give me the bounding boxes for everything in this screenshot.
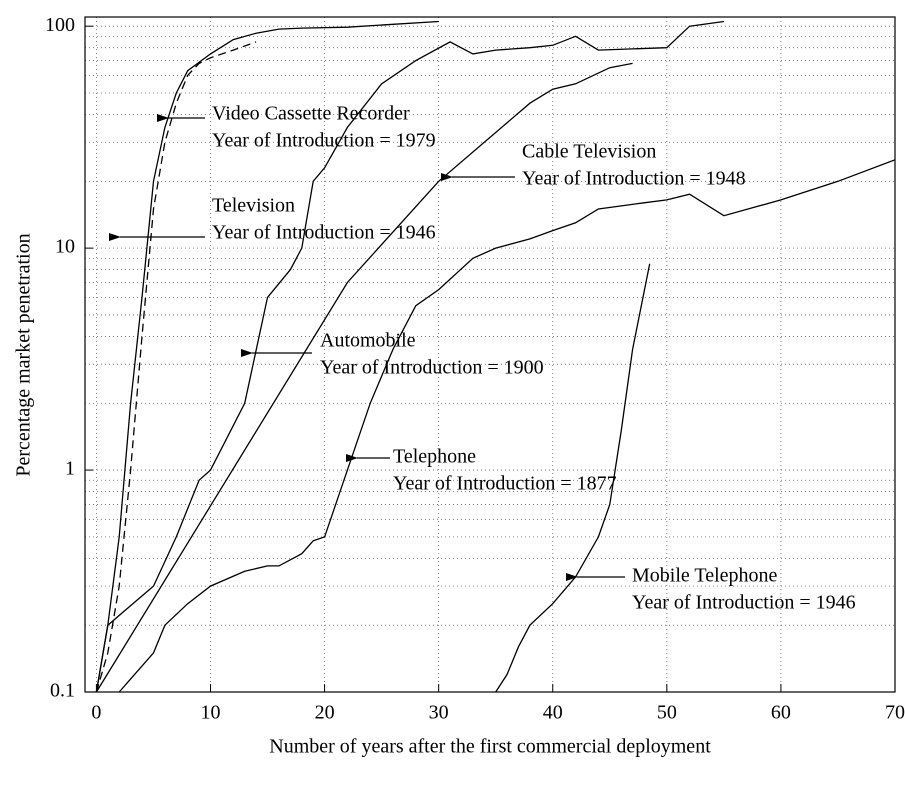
x-tick-label: 20 — [315, 702, 335, 724]
series-line — [95, 41, 257, 693]
x-tick-label: 50 — [657, 702, 677, 724]
x-tick-label: 40 — [543, 702, 563, 724]
y-tick-label: 0.1 — [50, 680, 75, 702]
x-tick-label: 10 — [200, 702, 220, 724]
x-tick-label: 60 — [771, 702, 791, 724]
series-line — [95, 62, 633, 693]
series-line — [95, 20, 439, 693]
y-tick-label: 100 — [45, 14, 75, 36]
x-tick-label: 70 — [885, 702, 905, 724]
annotation-name: Mobile Telephone — [632, 565, 778, 587]
annotation-name: Cable Television — [522, 141, 656, 163]
series-line — [118, 159, 896, 693]
annotation-name: Telephone — [393, 446, 476, 468]
y-tick-label: 10 — [55, 236, 75, 258]
annotation-detail: Year of Introduction = 1877 — [393, 473, 617, 495]
annotation-name: Automobile — [320, 330, 416, 352]
y-tick-label: 1 — [65, 458, 75, 480]
annotation-detail: Year of Introduction = 1946 — [212, 222, 436, 244]
series-line — [95, 20, 724, 693]
annotation-detail: Year of Introduction = 1900 — [320, 357, 544, 379]
x-axis-title: Number of years after the first commerci… — [269, 736, 711, 758]
x-tick-label: 30 — [429, 702, 449, 724]
annotation-name: Television — [212, 195, 295, 217]
annotation-name: Video Cassette Recorder — [212, 103, 410, 125]
y-axis-title: Percentage market penetration — [13, 233, 35, 476]
annotation-detail: Year of Introduction = 1979 — [212, 130, 436, 152]
annotation-detail: Year of Introduction = 1946 — [632, 592, 856, 614]
x-tick-label: 0 — [91, 702, 101, 724]
annotation-detail: Year of Introduction = 1948 — [522, 168, 746, 190]
plot-frame — [84, 16, 896, 693]
